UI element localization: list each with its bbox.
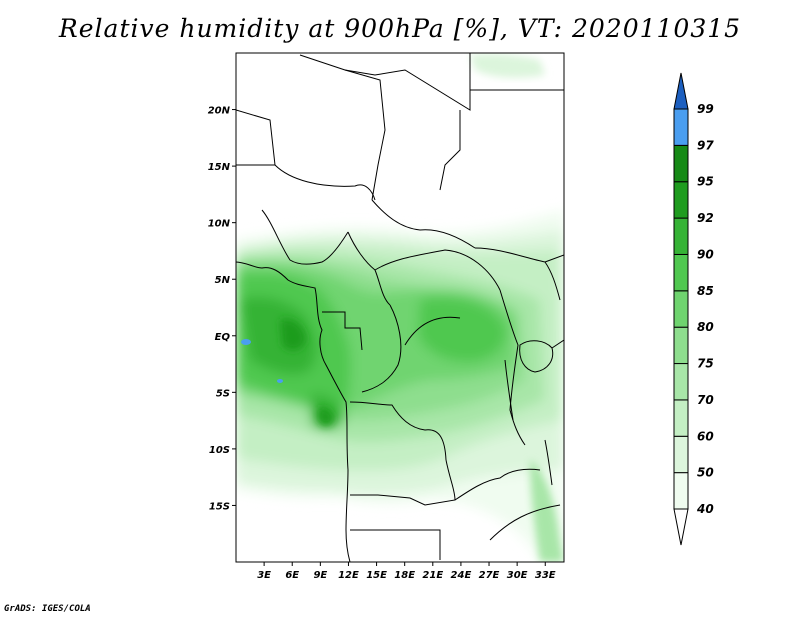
- map-title: Relative humidity at 900hPa [%], VT: 202…: [58, 14, 742, 43]
- border-southsudan-east: [474, 247, 561, 301]
- border-car-south: [374, 249, 501, 291]
- border-gabon: [322, 311, 363, 351]
- rh-patch-north: [470, 53, 545, 78]
- colorbar-label: 60: [697, 429, 714, 443]
- lon-tick-label: 21E: [422, 570, 443, 581]
- colorbar-segment: [673, 363, 689, 401]
- colorbar-label: 40: [696, 502, 714, 516]
- colorbar-bottom-tip: [673, 508, 689, 546]
- colorbar-label: 50: [697, 466, 714, 480]
- lat-tick-label: 10S: [209, 445, 230, 456]
- lon-tick-label: 6E: [285, 570, 299, 581]
- colorbar-segment: [673, 253, 689, 292]
- colorbar-label: 95: [697, 175, 714, 189]
- country-borders: [236, 53, 564, 562]
- lon-tick-label: 15E: [366, 570, 387, 581]
- border-libya-east: [344, 53, 471, 111]
- lon-tick-label: 12E: [338, 570, 359, 581]
- colorbar-segment: [673, 326, 689, 365]
- lake-victoria: [519, 340, 554, 373]
- colorbar-label: 97: [697, 138, 714, 152]
- lon-tick-label: 24E: [451, 570, 472, 581]
- border-zambia: [454, 468, 541, 501]
- lon-tick-label: 9E: [313, 570, 327, 581]
- border-sahel-2: [274, 164, 376, 201]
- colorbar-label: 90: [697, 247, 714, 261]
- lon-tick-label: 3E: [257, 570, 271, 581]
- rh-zone-97: [241, 339, 251, 345]
- border-chad-sudan: [439, 110, 461, 191]
- border-congo-drc: [361, 304, 402, 393]
- border-nigeria-cameroon: [261, 209, 349, 265]
- border-angola-zambia: [350, 459, 456, 506]
- coastline-west: [236, 261, 351, 562]
- humidity-shading: [236, 53, 564, 562]
- rh-patch-southeast: [530, 460, 564, 562]
- lat-tick-label: 20N: [208, 106, 231, 117]
- colorbar-segment: [673, 472, 689, 510]
- river-congo: [404, 316, 461, 346]
- border-drc-east: [499, 289, 526, 446]
- lat-tick-label: 15N: [208, 162, 231, 173]
- colorbar-label: 70: [697, 393, 714, 407]
- border-kenya: [551, 339, 564, 349]
- longitude-axis: 3E 6E 9E 12E 15E 18E 21E 24E 27E 30E 33E: [257, 562, 556, 581]
- border-chad-north: [299, 54, 386, 201]
- map-frame: [235, 52, 565, 563]
- colorbar-label: 92: [697, 211, 714, 225]
- colorbar-segment: [673, 435, 689, 474]
- border-sahel-1: [236, 109, 276, 166]
- colorbar-label: 99: [697, 102, 714, 116]
- rh-zone-92: [280, 319, 306, 351]
- colorbar-segment: [673, 399, 689, 437]
- lat-tick-label: 5S: [216, 388, 230, 399]
- lake-tanganyika: [504, 359, 514, 421]
- colorbar-segment: [673, 108, 689, 146]
- latitude-axis: 20N 15N 10N 5N EQ 5S 10S 15S: [208, 106, 236, 512]
- rh-zone-90: [240, 296, 317, 375]
- colorbar-segment: [673, 217, 689, 255]
- lat-tick-label: 15S: [209, 501, 230, 512]
- colorbar-top-tip: [673, 72, 689, 110]
- border-ethiopia: [544, 254, 564, 263]
- border-drc-angola: [349, 401, 447, 461]
- border-southeast: [489, 504, 561, 541]
- lake-malawi: [544, 439, 553, 486]
- colorbar-label: 80: [697, 320, 714, 334]
- lon-tick-label: 33E: [535, 570, 556, 581]
- border-namibia: [350, 529, 441, 560]
- lon-tick-label: 27E: [479, 570, 500, 581]
- colorbar-label: 75: [697, 357, 714, 371]
- colorbar: 40 50 60 70 75 80 85 90 92 95 97 99: [673, 72, 714, 546]
- border-sudan-southsudan: [371, 199, 476, 249]
- rh-zone-92b: [318, 407, 334, 426]
- grads-credit: GrADS: IGES/COLA: [4, 604, 91, 614]
- colorbar-segment: [673, 181, 689, 219]
- colorbar-label: 85: [697, 284, 714, 298]
- lat-tick-label: EQ: [215, 332, 231, 343]
- rh-zone-97b: [277, 379, 283, 383]
- colorbar-segment: [673, 290, 689, 328]
- lat-tick-label: 5N: [215, 275, 231, 286]
- rh-zone-85b: [418, 297, 506, 362]
- lat-tick-label: 10N: [208, 219, 231, 230]
- colorbar-segment: [673, 144, 689, 183]
- lon-tick-label: 18E: [394, 570, 415, 581]
- lon-tick-label: 30E: [507, 570, 528, 581]
